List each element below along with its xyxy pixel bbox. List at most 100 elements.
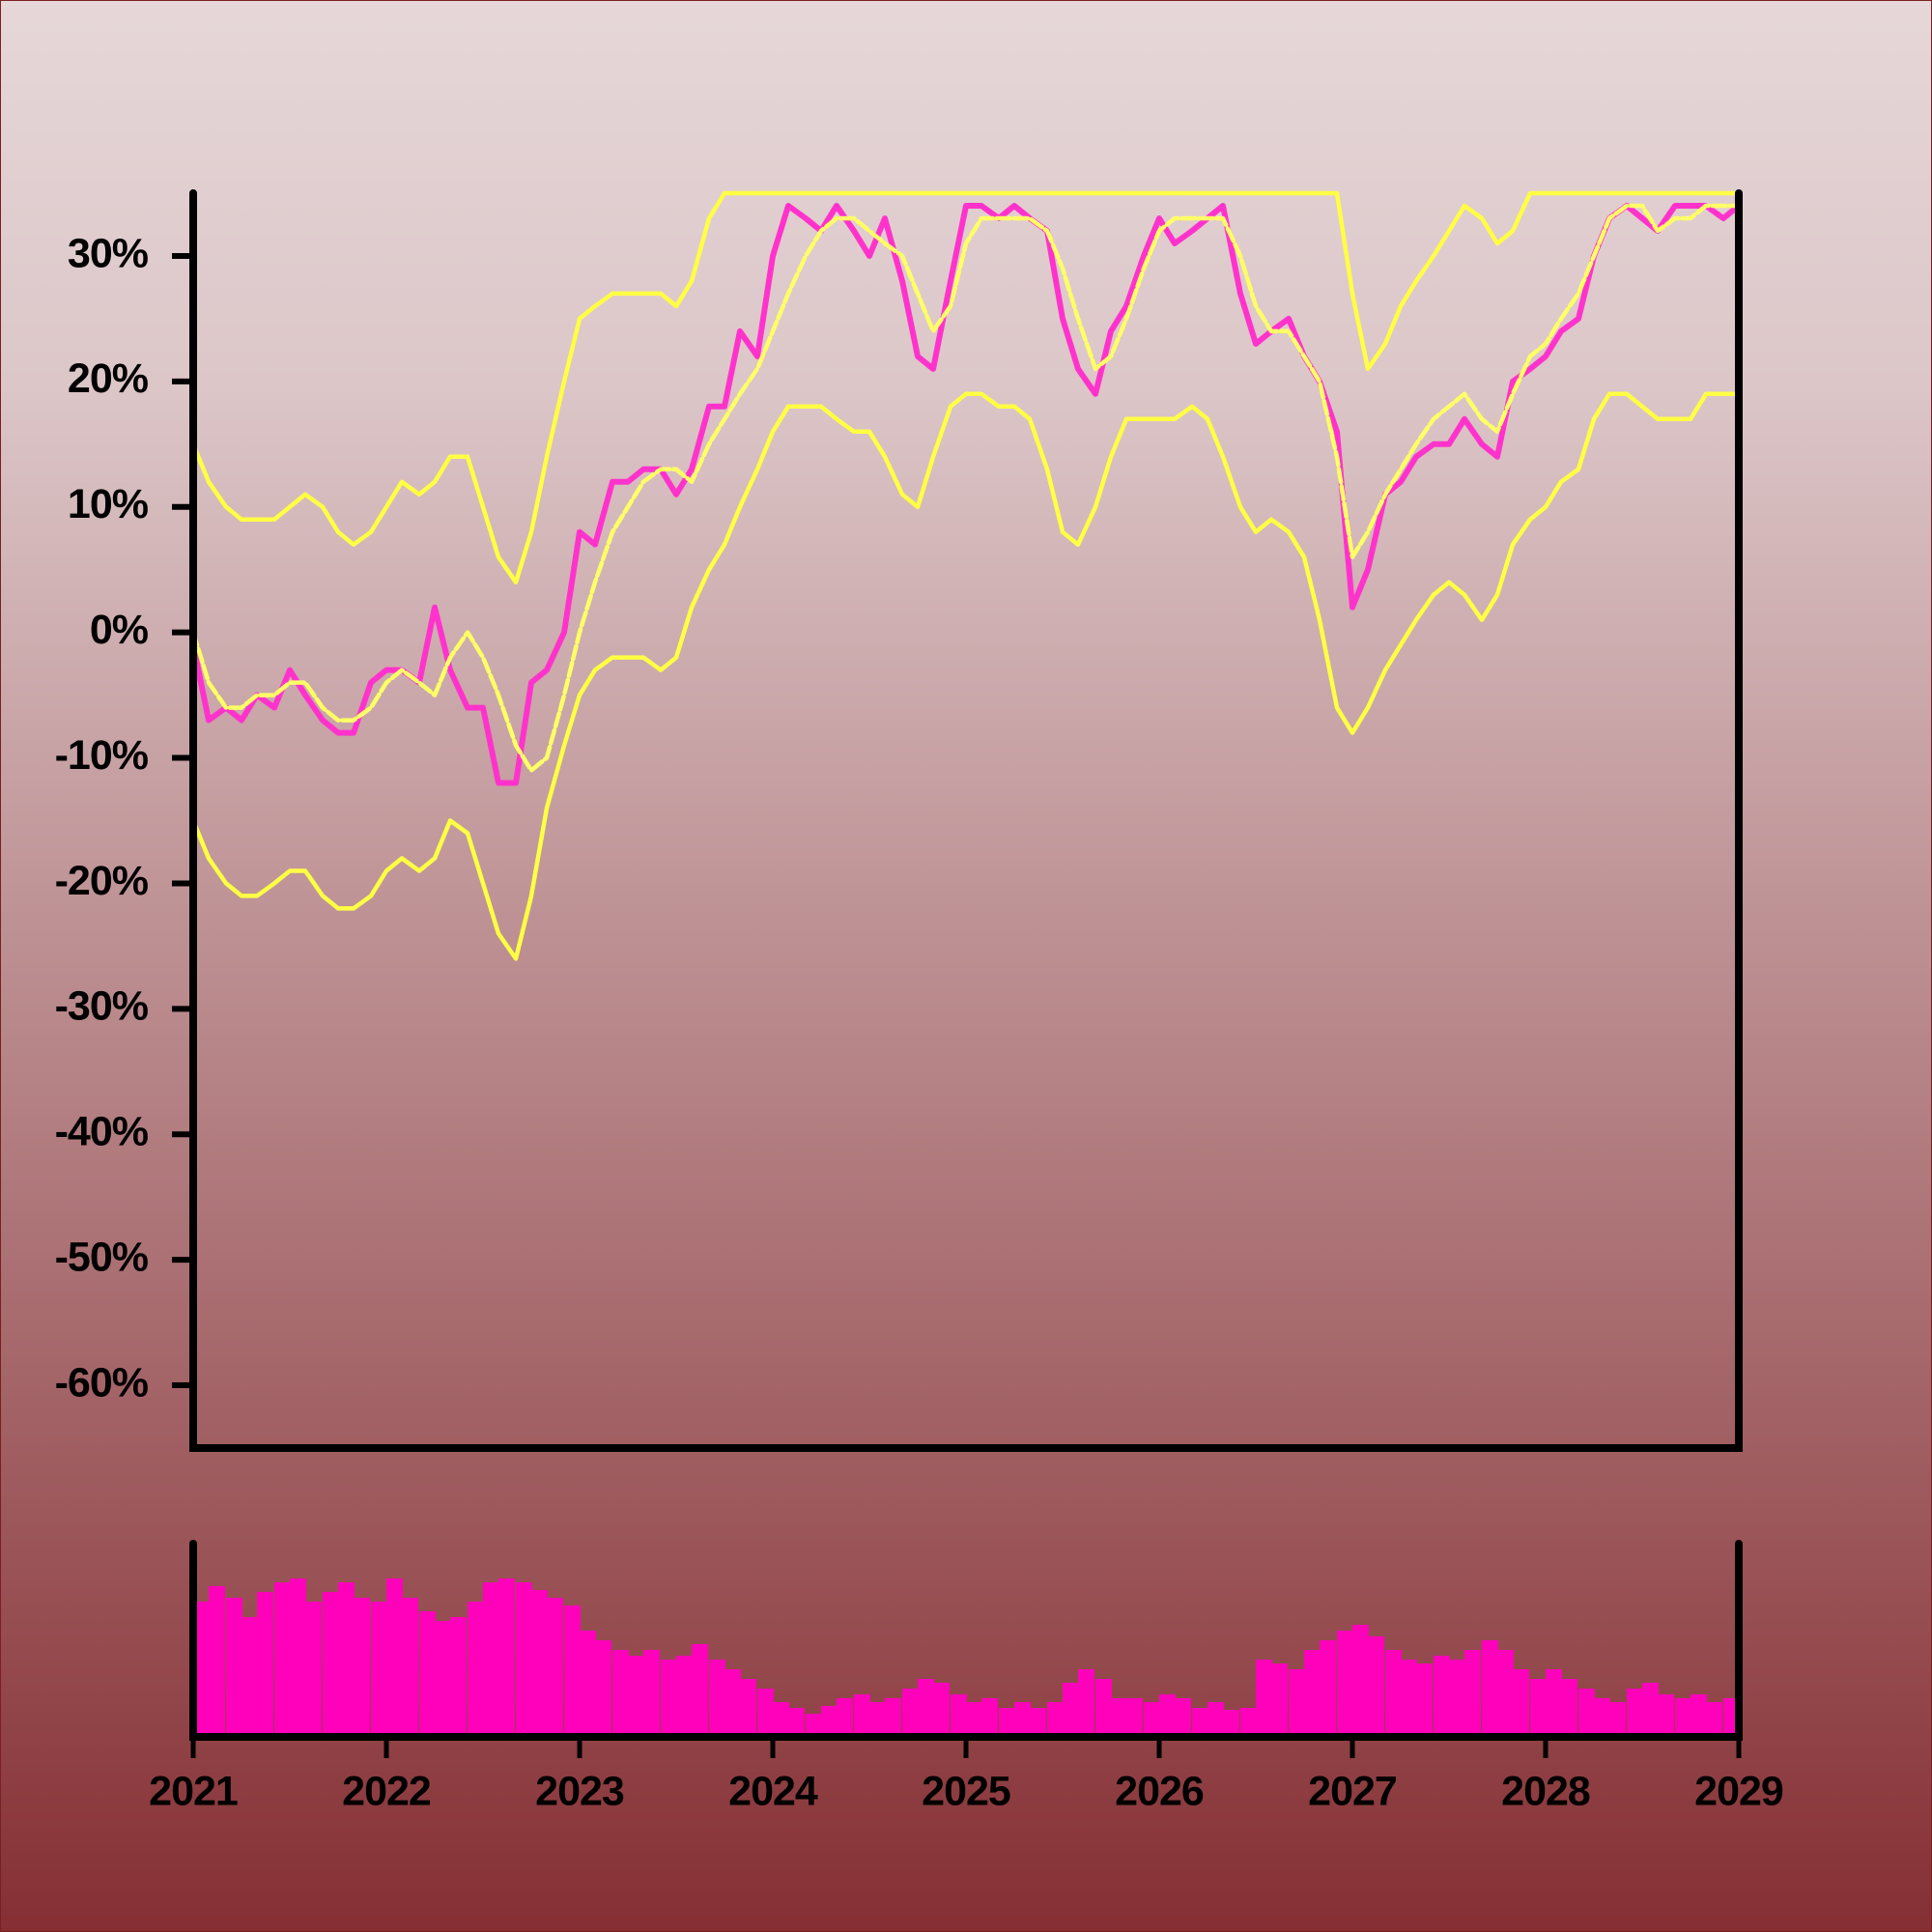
volume-bar xyxy=(595,1640,611,1737)
volume-bar xyxy=(1368,1636,1384,1737)
volume-bar xyxy=(1256,1660,1272,1737)
volume-bar xyxy=(547,1598,563,1737)
volume-bar xyxy=(628,1656,644,1737)
volume-bar xyxy=(1126,1698,1143,1737)
volume-bar xyxy=(1561,1679,1577,1737)
volume-bar xyxy=(1627,1689,1643,1737)
volume-bar xyxy=(305,1602,322,1737)
line-series xyxy=(193,203,1739,773)
volume-bar xyxy=(1271,1663,1288,1737)
volume-bar xyxy=(869,1702,886,1737)
volume-bar xyxy=(676,1656,693,1737)
volume-bar xyxy=(902,1689,919,1737)
volume-bar xyxy=(854,1694,870,1737)
volume-bar xyxy=(1063,1683,1079,1737)
axis-frame xyxy=(189,1540,1743,1741)
volume-bar xyxy=(483,1582,499,1737)
y-tick-label: -10% xyxy=(55,732,149,779)
x-tick-label: 2026 xyxy=(1115,1768,1204,1814)
x-tick-label: 2024 xyxy=(728,1768,818,1814)
volume-bar xyxy=(981,1698,998,1737)
volume-bar xyxy=(1690,1694,1707,1737)
volume-bar xyxy=(724,1669,741,1737)
volume-bar xyxy=(1014,1702,1031,1737)
volume-bar xyxy=(1223,1710,1239,1737)
price-plot xyxy=(193,190,1739,961)
x-tick-label: 2027 xyxy=(1308,1768,1397,1814)
volume-bar xyxy=(966,1702,982,1737)
y-tick-label: -30% xyxy=(55,983,149,1030)
volume-bar xyxy=(193,1602,210,1737)
volume-bar xyxy=(1192,1708,1208,1737)
volume-bar xyxy=(1208,1702,1224,1737)
volume-bar xyxy=(1175,1698,1191,1737)
line-series xyxy=(193,190,1739,584)
volume-bar xyxy=(402,1598,418,1737)
volume-bar xyxy=(564,1605,581,1737)
volume-bar xyxy=(1047,1702,1064,1737)
volume-bar xyxy=(386,1578,403,1737)
volume-bar xyxy=(1337,1631,1353,1737)
volume-bar xyxy=(1594,1698,1610,1737)
volume-bar xyxy=(999,1708,1015,1737)
volume-plot xyxy=(193,1578,1739,1737)
volume-bar xyxy=(1401,1660,1417,1737)
volume-bar xyxy=(1352,1625,1369,1737)
y-tick-label: -40% xyxy=(55,1109,149,1155)
volume-bar xyxy=(371,1602,387,1737)
y-tick-label: -20% xyxy=(55,858,149,904)
axis-frame xyxy=(189,189,1743,1452)
volume-bar xyxy=(951,1694,967,1737)
volume-bar xyxy=(468,1602,484,1737)
axes: -60% -50% -40% -30% -20% -10% 0% 10% 20% 30% 2021 2… xyxy=(55,189,1784,1814)
volume-bar xyxy=(516,1582,532,1737)
volume-bar xyxy=(885,1698,901,1737)
volume-bar xyxy=(435,1621,451,1737)
volume-bar xyxy=(1095,1679,1112,1737)
x-tick-label: 2028 xyxy=(1501,1768,1590,1814)
volume-bar xyxy=(1289,1669,1305,1737)
volume-bar xyxy=(257,1592,273,1737)
volume-bar xyxy=(580,1631,596,1737)
volume-bar xyxy=(450,1617,467,1737)
volume-bar xyxy=(1578,1689,1595,1737)
x-tick-label: 2025 xyxy=(922,1768,1010,1814)
volume-bar xyxy=(531,1590,548,1737)
volume-bar xyxy=(821,1706,838,1737)
volume-bar xyxy=(1497,1650,1514,1737)
volume-bar xyxy=(1449,1660,1465,1737)
volume-bar xyxy=(274,1582,291,1737)
x-tick-label: 2021 xyxy=(149,1768,238,1814)
volume-bar xyxy=(354,1598,370,1737)
volume-bar xyxy=(1642,1683,1659,1737)
volume-bar xyxy=(740,1679,756,1737)
volume-bar xyxy=(1240,1708,1257,1737)
line-series xyxy=(193,391,1739,961)
x-tick-label: 2023 xyxy=(535,1768,624,1814)
volume-bar xyxy=(1482,1640,1498,1737)
volume-bar xyxy=(709,1660,725,1737)
volume-bar xyxy=(773,1702,789,1737)
volume-bar xyxy=(242,1617,258,1737)
volume-bar xyxy=(918,1679,934,1737)
volume-bar xyxy=(338,1582,355,1737)
volume-bar xyxy=(933,1683,950,1737)
volume-bar xyxy=(1609,1702,1626,1737)
volume-bar xyxy=(806,1714,822,1737)
volume-bar xyxy=(661,1660,677,1737)
line-series xyxy=(193,203,1739,786)
volume-bar xyxy=(692,1644,708,1737)
volume-bar xyxy=(209,1586,225,1737)
y-tick-label: -50% xyxy=(55,1235,149,1281)
volume-bar xyxy=(788,1708,805,1737)
y-tick-label: 10% xyxy=(68,481,149,527)
volume-bar xyxy=(1320,1640,1336,1737)
volume-bar xyxy=(1416,1663,1433,1737)
y-tick-label: -60% xyxy=(55,1359,149,1406)
volume-bar xyxy=(226,1598,242,1737)
x-tick-label: 2022 xyxy=(342,1768,431,1814)
volume-bar xyxy=(323,1592,339,1737)
volume-bar xyxy=(1513,1669,1529,1737)
y-tick-label: 30% xyxy=(68,230,149,276)
